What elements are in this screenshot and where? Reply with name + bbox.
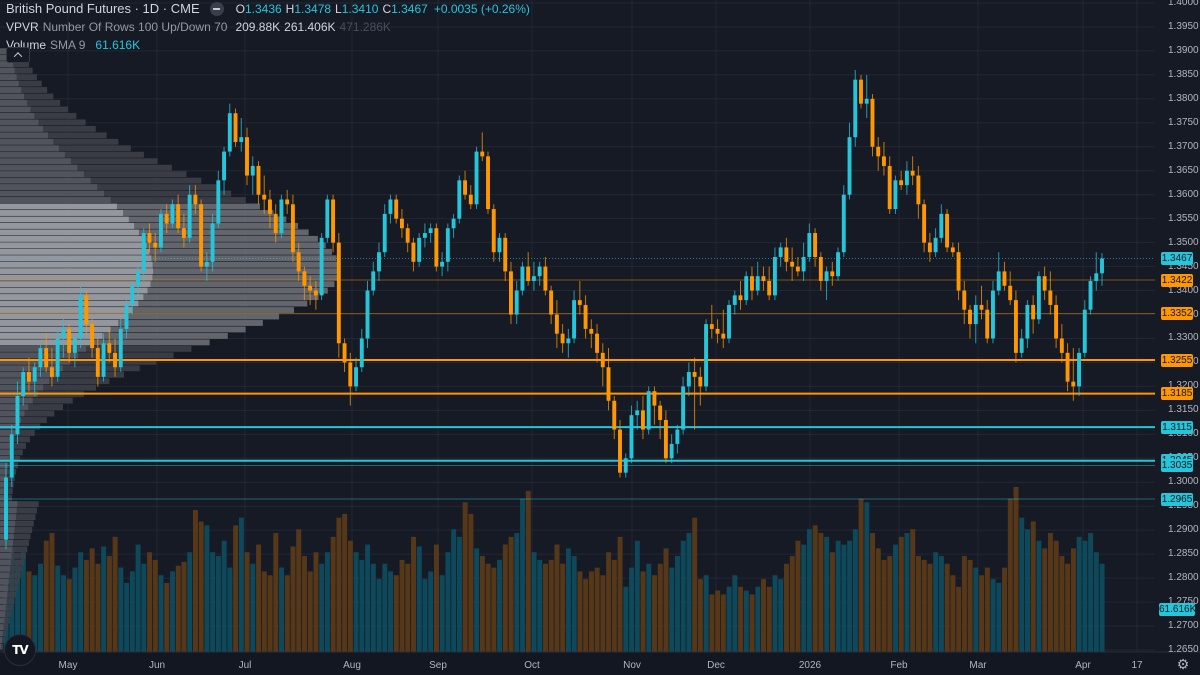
ohlc-low-label: L — [335, 2, 342, 16]
vpvr-params: Number Of Rows 100 Up/Down 70 — [42, 20, 228, 34]
ohlc-open-value: 1.3436 — [244, 2, 282, 16]
chevron-up-icon — [13, 52, 23, 61]
symbol-title[interactable]: British Pound Futures · 1D · CME — [6, 1, 200, 16]
time-axis-label: Mar — [969, 660, 987, 671]
candlesticks — [4, 70, 1104, 550]
settings-gear-icon[interactable]: ⚙ — [1176, 656, 1190, 672]
price-axis-label: 1.2700 — [1168, 620, 1199, 632]
time-axis-label: Jun — [148, 660, 166, 671]
volume-params: SMA 9 — [50, 38, 86, 52]
vpvr-down-volume: 261.406K — [284, 20, 336, 34]
volume-histogram — [3, 487, 1105, 652]
price-axis-label: 1.2850 — [1168, 548, 1199, 560]
price-axis-label: 1.3450 — [1168, 260, 1199, 272]
time-axis-label: Feb — [890, 660, 908, 671]
price-axis-label: 1.3750 — [1168, 116, 1199, 128]
time-axis-label: 2026 — [798, 660, 822, 671]
ohlc-high-label: H — [285, 2, 295, 16]
ohlc-low-value: 1.3410 — [341, 2, 379, 16]
volume-sma-value: 61.616K — [95, 38, 141, 52]
price-axis-label: 1.2950 — [1168, 500, 1199, 512]
tradingview-logo-icon[interactable]: TV — [4, 634, 36, 666]
collapse-legend-button[interactable] — [6, 47, 30, 63]
vpvr-indicator-row[interactable]: VPVR Number Of Rows 100 Up/Down 70 209.8… — [6, 18, 530, 36]
price-axis-label: 1.3700 — [1168, 140, 1199, 152]
time-axis-label: Sep — [429, 660, 447, 671]
ohlc-open-label: O — [235, 2, 245, 16]
price-axis-label: 1.3400 — [1168, 284, 1199, 296]
time-axis-label: Jul — [238, 660, 252, 671]
time-axis-label: Aug — [343, 660, 361, 671]
volume-indicator-row[interactable]: Volume SMA 9 61.616K — [6, 36, 530, 54]
horizontal-price-lines[interactable] — [0, 257, 1155, 500]
price-axis-label: 1.3850 — [1168, 68, 1199, 80]
price-axis-label: 1.3500 — [1168, 236, 1199, 248]
time-axis-label: Oct — [524, 660, 540, 671]
price-axis-label: 1.2650 — [1168, 644, 1199, 655]
price-axis-label: 1.2900 — [1168, 524, 1199, 536]
time-axis-label: Apr — [1075, 660, 1091, 671]
price-level-tag: 1.3185 — [1161, 387, 1193, 401]
price-level-tag: 1.3422 — [1161, 273, 1193, 287]
time-axis-label: Dec — [707, 660, 725, 671]
vpvr-total-volume: 471.286K — [339, 20, 391, 34]
price-axis-label: 1.3000 — [1168, 476, 1199, 488]
price-axis-label: 1.3900 — [1168, 44, 1199, 56]
price-axis-label: 1.3600 — [1168, 188, 1199, 200]
ohlc-high-value: 1.3478 — [294, 2, 332, 16]
price-change: +0.0035 (+0.26%) — [433, 2, 530, 16]
price-axis-label: 1.3100 — [1168, 428, 1199, 440]
price-level-tag: 1.3255 — [1161, 353, 1193, 367]
price-level-tag: 1.3115 — [1161, 420, 1193, 434]
minus-circle-icon[interactable] — [209, 2, 224, 16]
chart-legend: British Pound Futures · 1D · CME O 1.3436… — [6, 0, 530, 54]
price-level-tag: 1.2965 — [1161, 492, 1193, 506]
price-axis-label: 1.2800 — [1168, 572, 1199, 584]
price-axis-label: 1.3200 — [1168, 380, 1199, 392]
price-axis-label: 1.3950 — [1168, 20, 1199, 32]
symbol-row: British Pound Futures · 1D · CME O 1.3436… — [6, 0, 530, 18]
time-axis-bar — [0, 652, 1200, 675]
price-axis-label: 1.4000 — [1168, 0, 1199, 8]
price-level-tag: 1.3035 — [1161, 458, 1193, 472]
time-axis-label: Nov — [623, 660, 641, 671]
price-level-tag: 1.3467 — [1161, 251, 1193, 265]
price-axis-label: 1.2750 — [1168, 596, 1199, 608]
price-axis-label: 1.3300 — [1168, 332, 1199, 344]
vpvr-up-volume: 209.88K — [235, 20, 281, 34]
price-axis-label: 1.3800 — [1168, 92, 1199, 104]
ohlc-close-value: 1.3467 — [391, 2, 428, 16]
vpvr-name: VPVR — [6, 20, 39, 34]
time-axis-label: May — [58, 660, 78, 671]
time-axis-label: 17 — [1131, 660, 1143, 671]
price-axis-label: 1.3650 — [1168, 164, 1199, 176]
volume-sma-tag: 61.616K — [1159, 602, 1197, 616]
ohlc-close-label: C — [382, 2, 392, 16]
price-level-tag: 1.3352 — [1161, 307, 1193, 321]
price-axis-label: 1.3550 — [1168, 212, 1199, 224]
price-axis-label: 1.3150 — [1168, 404, 1199, 416]
